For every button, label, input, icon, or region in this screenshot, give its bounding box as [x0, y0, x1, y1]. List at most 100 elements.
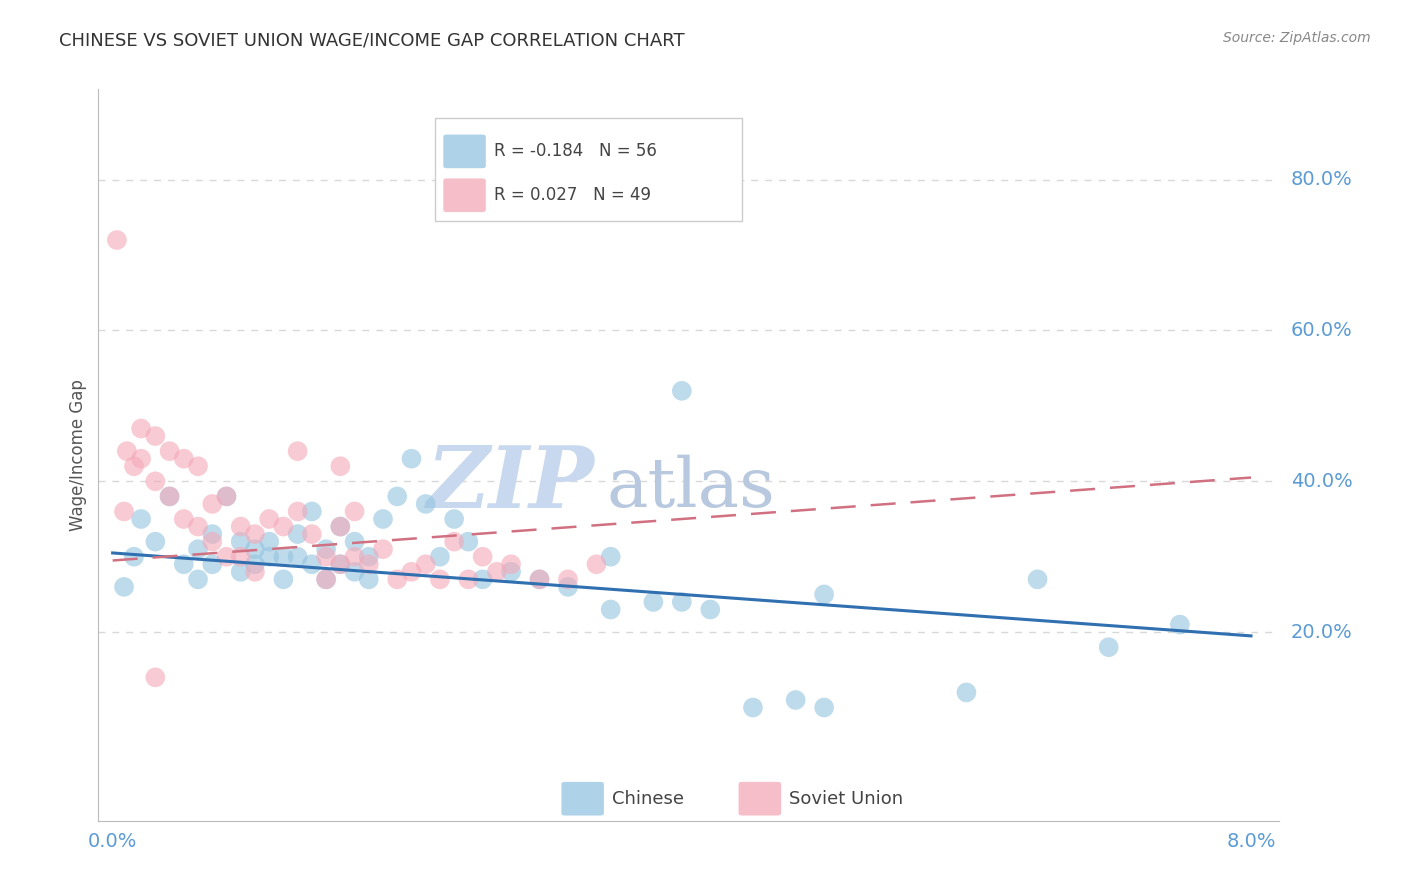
Point [813, 700, 835, 714]
Point [471, 549, 494, 564]
Point [443, 534, 465, 549]
Point [229, 549, 252, 564]
Text: 60.0%: 60.0% [1291, 321, 1353, 340]
Point [329, 519, 352, 533]
Point [243, 558, 266, 572]
Point [129, 512, 152, 526]
Point [273, 519, 295, 533]
Point [273, 572, 295, 586]
Point [387, 489, 409, 503]
Point [343, 549, 366, 564]
Point [1098, 640, 1121, 655]
Text: Source: ZipAtlas.com: Source: ZipAtlas.com [1223, 31, 1371, 45]
Point [401, 565, 423, 579]
Point [229, 534, 252, 549]
Text: 40.0%: 40.0% [1291, 472, 1353, 491]
Point [401, 451, 423, 466]
Point [699, 602, 721, 616]
Point [643, 595, 665, 609]
Point [471, 572, 494, 586]
Point [257, 512, 280, 526]
Point [599, 549, 621, 564]
Text: atlas: atlas [606, 455, 775, 521]
Point [315, 549, 337, 564]
FancyBboxPatch shape [443, 135, 486, 169]
Point [785, 693, 807, 707]
Point [115, 444, 138, 458]
Point [1026, 572, 1049, 586]
Point [187, 519, 209, 533]
Point [173, 451, 195, 466]
Point [301, 558, 323, 572]
Point [257, 534, 280, 549]
Text: R = -0.184   N = 56: R = -0.184 N = 56 [494, 143, 657, 161]
Point [371, 512, 394, 526]
Point [329, 558, 352, 572]
Point [485, 565, 508, 579]
Point [671, 595, 693, 609]
Text: 80.0%: 80.0% [1291, 170, 1353, 189]
Point [229, 519, 252, 533]
Point [315, 572, 337, 586]
Point [529, 572, 551, 586]
Point [343, 565, 366, 579]
Point [201, 497, 224, 511]
Point [187, 542, 209, 557]
Point [243, 565, 266, 579]
Point [329, 459, 352, 474]
FancyBboxPatch shape [561, 782, 605, 815]
Point [742, 700, 765, 714]
Point [201, 534, 224, 549]
Point [159, 489, 181, 503]
Point [287, 549, 309, 564]
Point [329, 519, 352, 533]
Point [529, 572, 551, 586]
Point [457, 534, 479, 549]
Point [143, 670, 166, 684]
Point [955, 685, 977, 699]
Point [105, 233, 128, 247]
Text: 20.0%: 20.0% [1291, 623, 1353, 641]
Point [143, 429, 166, 443]
FancyBboxPatch shape [443, 178, 486, 212]
Point [112, 580, 135, 594]
Point [415, 558, 437, 572]
Point [343, 504, 366, 518]
Point [129, 421, 152, 435]
Point [371, 542, 394, 557]
Point [357, 558, 380, 572]
Point [287, 444, 309, 458]
Text: Chinese: Chinese [612, 789, 685, 807]
Point [443, 512, 465, 526]
Point [143, 534, 166, 549]
Point [173, 512, 195, 526]
FancyBboxPatch shape [738, 782, 782, 815]
Point [201, 527, 224, 541]
Point [129, 451, 152, 466]
Point [301, 527, 323, 541]
Text: Soviet Union: Soviet Union [789, 789, 904, 807]
Point [813, 587, 835, 601]
Point [273, 549, 295, 564]
Point [671, 384, 693, 398]
Point [187, 572, 209, 586]
Point [585, 558, 607, 572]
Point [557, 580, 579, 594]
Point [215, 489, 238, 503]
Text: R = 0.027   N = 49: R = 0.027 N = 49 [494, 186, 651, 204]
Point [215, 489, 238, 503]
Point [173, 558, 195, 572]
Point [357, 549, 380, 564]
Point [315, 572, 337, 586]
Point [257, 549, 280, 564]
Point [287, 527, 309, 541]
Text: CHINESE VS SOVIET UNION WAGE/INCOME GAP CORRELATION CHART: CHINESE VS SOVIET UNION WAGE/INCOME GAP … [59, 31, 685, 49]
Point [229, 565, 252, 579]
Point [287, 504, 309, 518]
Point [1168, 617, 1191, 632]
Point [143, 475, 166, 489]
Point [343, 534, 366, 549]
Point [159, 489, 181, 503]
Point [112, 504, 135, 518]
Point [159, 444, 181, 458]
